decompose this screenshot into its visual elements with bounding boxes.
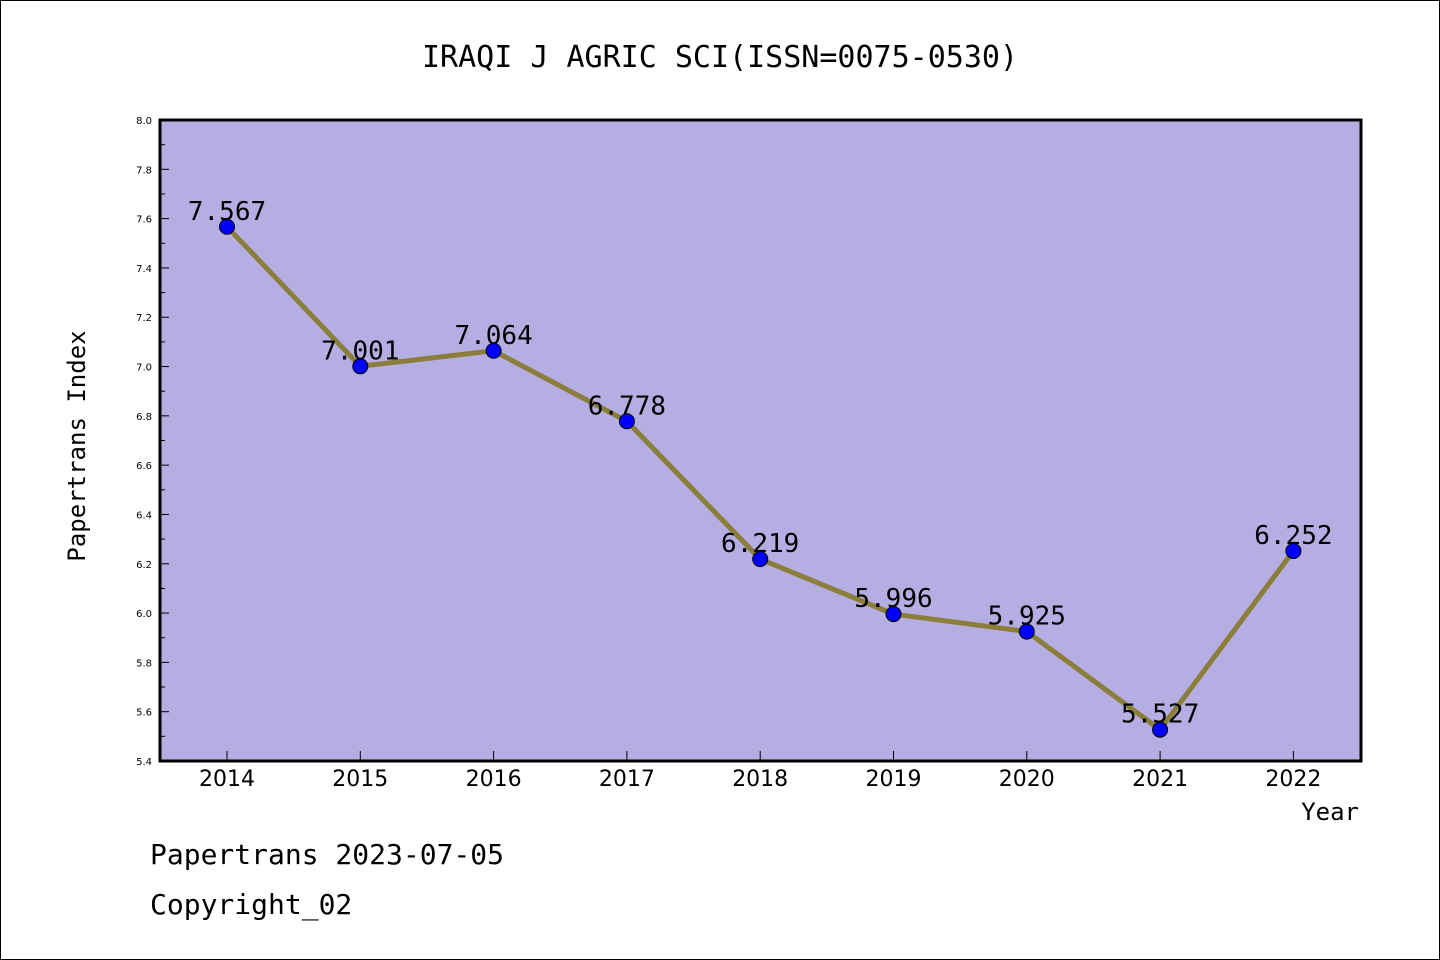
x-axis: 2014 2015 2016 2017 2018 2019 2020 2021 2022: [199, 751, 1321, 792]
x-tick-label: 2015: [332, 767, 388, 792]
y-axis-label: Papertrans Index: [63, 330, 91, 561]
y-tick-label: 5.6: [136, 708, 152, 719]
x-tick-label: 2022: [1265, 767, 1321, 792]
data-label: 6.219: [721, 529, 799, 559]
data-point: [752, 551, 769, 568]
y-tick-label: 7.8: [136, 165, 152, 176]
data-point: [1152, 721, 1169, 738]
data-point: [219, 218, 235, 235]
y-tick-label: 7.0: [136, 363, 152, 374]
y-tick-label: 7.4: [136, 264, 152, 275]
y-tick-label: 7.2: [136, 313, 152, 324]
data-point: [618, 413, 635, 430]
data-point: [352, 358, 369, 375]
data-label: 7.001: [321, 336, 399, 366]
data-label: 5.996: [854, 584, 932, 614]
data-label: 5.925: [988, 602, 1066, 632]
y-tick-label: 5.8: [136, 658, 152, 669]
x-axis-label: Year: [1301, 798, 1359, 826]
y-tick-label: 6.8: [136, 412, 152, 423]
data-point: [485, 342, 502, 359]
y-tick-label: 7.6: [136, 215, 152, 226]
y-tick-label: 6.0: [136, 609, 152, 620]
y-tick-label: 6.2: [136, 560, 152, 571]
data-label: 6.778: [588, 391, 666, 421]
x-tick-label: 2017: [599, 767, 655, 792]
series: [219, 218, 1302, 738]
chart-title: IRAQI J AGRIC SCI(ISSN=0075-0530): [422, 40, 1018, 75]
y-tick-label: 8.0: [136, 116, 152, 127]
data-label: 7.064: [454, 321, 532, 351]
x-tick-label: 2016: [466, 767, 522, 792]
y-axis: 5.4 5.6 5.8 6.0 6.2 6.4 6.6 6.8 7.0 7.2 7.4 7.6 7.8 8…: [136, 116, 169, 768]
x-tick-label: 2021: [1132, 767, 1188, 792]
data-point: [1018, 623, 1035, 640]
x-tick-label: 2014: [199, 767, 255, 792]
data-label: 5.527: [1121, 700, 1199, 730]
x-tick-label: 2020: [999, 767, 1055, 792]
x-tick-label: 2018: [732, 767, 788, 792]
x-tick-label: 2019: [866, 767, 922, 792]
footer-copyright: Copyright_02: [150, 888, 352, 922]
y-tick-label: 5.4: [136, 757, 152, 768]
footer-date: Papertrans 2023-07-05: [150, 838, 504, 871]
data-label: 6.252: [1254, 521, 1332, 551]
data-point: [1285, 542, 1302, 559]
data-labels: 7.567 7.001 7.064 6.778 6.219 5.996 5.925 5.527…: [188, 197, 1333, 730]
plot-area: [158, 118, 1363, 763]
data-point: [885, 606, 902, 623]
y-tick-label: 6.6: [136, 461, 152, 472]
data-label: 7.567: [188, 197, 266, 227]
y-tick-label: 6.4: [136, 510, 152, 521]
